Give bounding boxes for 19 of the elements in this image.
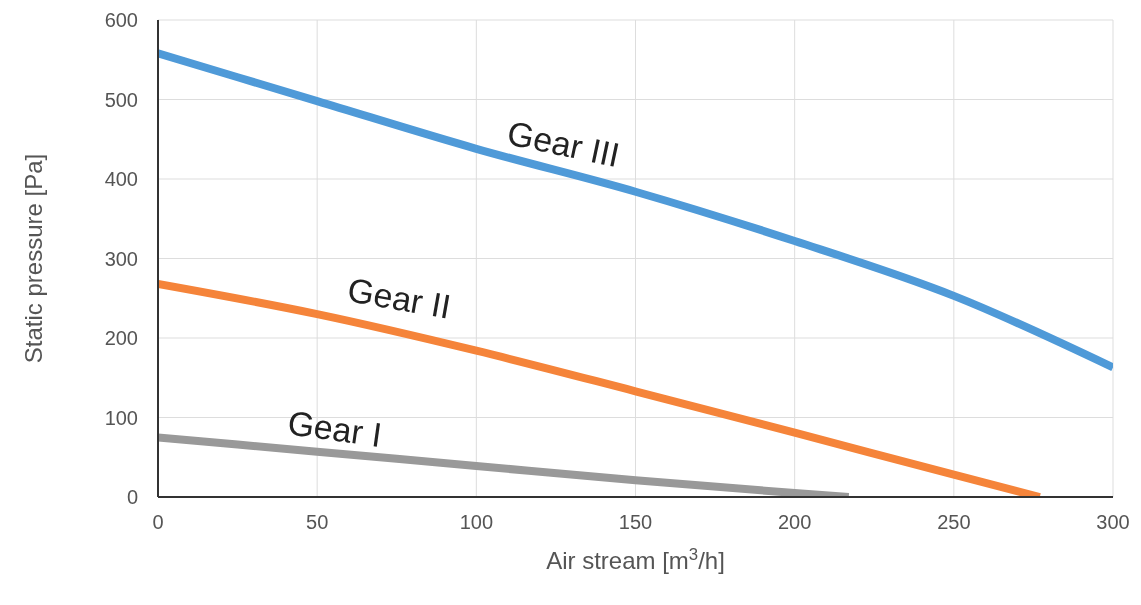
x-axis-title: Air stream [m$^{3}$/h] <box>546 544 725 574</box>
y-tick-label: 600 <box>104 9 138 32</box>
y-tick-label: 500 <box>104 88 138 111</box>
text: Gear III <box>503 113 623 176</box>
y-tick-label: 300 <box>104 247 138 270</box>
y-tick-label: 200 <box>104 327 138 350</box>
y-tick-label: 100 <box>104 406 138 429</box>
x-tick-label: 250 <box>937 511 971 534</box>
y-axis-title: Static pressure [Pa] <box>20 153 47 364</box>
y-tick-label: 0 <box>126 486 138 509</box>
x-tick-label: 100 <box>459 511 494 534</box>
x-tick-label: 50 <box>306 511 329 534</box>
y-tick-label: 400 <box>104 168 138 191</box>
x-tick-label: 300 <box>1096 511 1130 534</box>
text: Gear I <box>285 403 385 455</box>
x-tick-label: 0 <box>152 511 164 534</box>
x-tick-label: 200 <box>777 511 812 534</box>
text: Gear II <box>344 270 454 327</box>
x-tick-label: 150 <box>618 511 653 534</box>
